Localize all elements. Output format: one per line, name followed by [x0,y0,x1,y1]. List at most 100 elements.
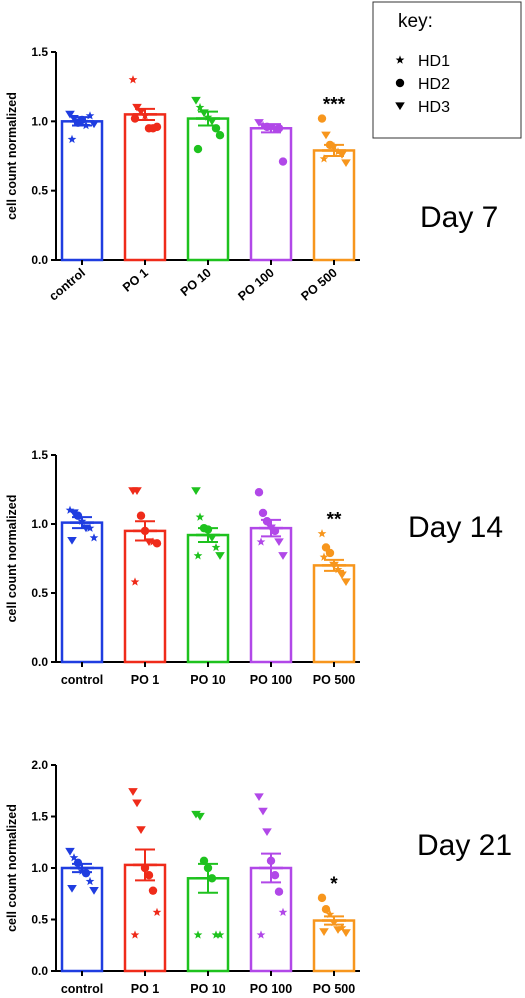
data-point-triangle [65,847,75,856]
legend-label-1: HD1 [418,53,450,70]
data-point-star [85,876,95,886]
y-tick-label: 1.0 [31,517,48,531]
data-point-star [317,529,327,538]
data-point-circle [136,511,146,520]
data-point-circle [73,858,83,868]
data-point-triangle [191,487,201,495]
legend-label-2: HD2 [418,76,450,93]
data-point-circle [215,131,225,140]
data-point-circle [321,905,331,914]
y-tick-label: 1.0 [31,114,48,128]
data-point-circle [317,114,327,123]
x-category-label: PO 500 [298,266,340,304]
bar-po-10 [186,117,230,262]
y-tick-label: 0.0 [31,253,48,267]
data-point-triangle [67,536,77,545]
x-category-label: PO 1 [120,266,151,295]
y-tick-label: 1.5 [31,45,48,59]
data-point-triangle [191,810,201,819]
data-point-circle [270,871,280,880]
data-point-triangle [254,793,264,802]
legend-title: key: [398,11,433,32]
data-point-star [325,909,335,919]
data-point-star [333,564,343,574]
legend-symbol-2-circle [395,78,405,88]
data-point-triangle [191,96,201,105]
data-point-triangle [274,538,284,547]
chart-day-7: 0.0 0.5 1.0 1.5 cell count normalized control… [5,45,360,304]
data-point-triangle [132,799,142,808]
data-point-star [85,111,95,120]
data-point-triangle [337,151,347,159]
chart-day-21: 0.0 0.5 1.0 1.5 2.0 cell count normalized cont… [5,758,360,996]
y-tick-label: 1.5 [31,448,48,462]
data-point-triangle [136,826,146,834]
x-category-label: control [61,982,103,996]
bar-po-500 [312,919,356,973]
data-point-star [211,542,221,552]
data-point-triangle [341,159,351,168]
data-point-star [256,930,266,939]
bar-po-1 [123,529,167,664]
data-point-star [128,75,138,84]
data-point-circle [144,871,154,880]
data-point-circle [148,886,158,895]
legend-items: HD1 HD2 HD3 [395,53,450,116]
data-point-triangle [136,108,146,116]
significance-marker: ** [327,510,342,531]
x-category-label: PO 1 [131,673,160,687]
data-point-circle [254,488,264,497]
data-point-star [256,537,266,546]
data-point-star [278,907,288,917]
x-category-label: PO 500 [313,982,355,996]
y-axis-label: cell count normalized [5,92,19,220]
legend-label-3: HD3 [418,99,450,116]
data-point-triangle [341,578,351,587]
y-tick-label: 2.0 [31,758,48,772]
y-tick-label: 1.0 [31,861,48,875]
y-tick-label: 0.0 [31,964,48,978]
data-point-circle [278,157,288,166]
data-point-star [193,551,203,560]
y-tick-label: 0.0 [31,655,48,669]
bar-po-500 [312,149,356,262]
day-label-1: Day 7 [420,201,498,234]
bar-control [60,866,104,973]
legend-symbol-1-star [395,55,405,64]
legend-frame [372,1,522,139]
bar-po-100 [249,866,293,973]
y-tick-label: 1.5 [31,810,48,824]
data-point-star [195,512,205,521]
data-point-star [152,907,162,917]
data-point-triangle [132,103,142,112]
data-point-triangle [258,807,268,816]
significance-marker: * [330,874,338,895]
data-point-triangle [341,929,351,937]
x-category-label: PO 100 [250,673,292,687]
legend-symbol-3-triangle [395,102,405,111]
bar-po-100 [249,526,293,664]
x-category-label: control [46,266,87,304]
bar-control [60,521,104,664]
data-point-circle [317,893,327,903]
data-point-circle [152,122,162,132]
x-category-label: PO 1 [131,982,160,996]
data-point-star [215,930,225,939]
day-label-2: Day 14 [408,511,503,544]
data-point-star [195,102,205,112]
data-point-star [130,930,140,939]
data-point-circle [81,868,91,878]
data-point-triangle [215,552,225,560]
data-point-circle [73,511,83,520]
y-tick-label: 0.5 [31,913,48,927]
data-point-triangle [262,828,272,837]
data-point-circle [258,508,268,518]
x-category-label: PO 10 [178,266,214,300]
data-point-star [193,930,203,939]
x-category-label: PO 10 [190,673,225,687]
bar-control [60,120,104,262]
data-point-star [319,552,329,561]
data-point-circle [262,517,272,526]
data-point-circle [193,144,203,154]
